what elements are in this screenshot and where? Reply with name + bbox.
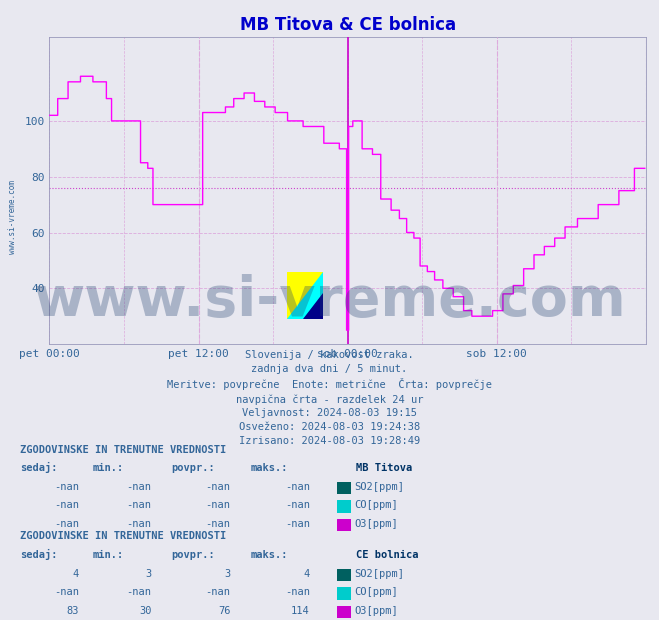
- Text: -nan: -nan: [285, 500, 310, 510]
- Text: -nan: -nan: [206, 482, 231, 492]
- Text: ZGODOVINSKE IN TRENUTNE VREDNOSTI: ZGODOVINSKE IN TRENUTNE VREDNOSTI: [20, 445, 226, 454]
- Text: 3: 3: [146, 569, 152, 578]
- Text: -nan: -nan: [54, 500, 79, 510]
- Text: 3: 3: [225, 569, 231, 578]
- Text: 4: 4: [73, 569, 79, 578]
- Text: sedaj:: sedaj:: [20, 462, 57, 473]
- Text: -nan: -nan: [127, 500, 152, 510]
- Text: SO2[ppm]: SO2[ppm]: [355, 482, 405, 492]
- Text: maks.:: maks.:: [250, 463, 288, 473]
- Text: 83: 83: [67, 606, 79, 616]
- Text: -nan: -nan: [206, 519, 231, 529]
- Polygon shape: [287, 272, 323, 319]
- Text: SO2[ppm]: SO2[ppm]: [355, 569, 405, 578]
- Text: ZGODOVINSKE IN TRENUTNE VREDNOSTI: ZGODOVINSKE IN TRENUTNE VREDNOSTI: [20, 531, 226, 541]
- Title: MB Titova & CE bolnica: MB Titova & CE bolnica: [240, 16, 455, 34]
- Text: -nan: -nan: [127, 587, 152, 597]
- Text: povpr.:: povpr.:: [171, 463, 215, 473]
- Text: povpr.:: povpr.:: [171, 550, 215, 560]
- Text: min.:: min.:: [92, 463, 123, 473]
- Text: O3[ppm]: O3[ppm]: [355, 606, 398, 616]
- Text: 76: 76: [218, 606, 231, 616]
- Text: Slovenija / kakovost zraka.
zadnja dva dni / 5 minut.
Meritve: povprečne  Enote:: Slovenija / kakovost zraka. zadnja dva d…: [167, 350, 492, 446]
- Text: CE bolnica: CE bolnica: [356, 550, 418, 560]
- Text: -nan: -nan: [206, 587, 231, 597]
- Polygon shape: [303, 293, 323, 319]
- Text: CO[ppm]: CO[ppm]: [355, 500, 398, 510]
- Text: www.si-vreme.com: www.si-vreme.com: [33, 273, 626, 328]
- Text: O3[ppm]: O3[ppm]: [355, 519, 398, 529]
- Text: CO[ppm]: CO[ppm]: [355, 587, 398, 597]
- Text: MB Titova: MB Titova: [356, 463, 412, 473]
- Text: -nan: -nan: [54, 519, 79, 529]
- Polygon shape: [287, 272, 323, 319]
- Text: -nan: -nan: [54, 482, 79, 492]
- Text: -nan: -nan: [206, 500, 231, 510]
- Text: -nan: -nan: [285, 587, 310, 597]
- Text: 30: 30: [139, 606, 152, 616]
- Text: maks.:: maks.:: [250, 550, 288, 560]
- Text: min.:: min.:: [92, 550, 123, 560]
- Text: 4: 4: [304, 569, 310, 578]
- Text: -nan: -nan: [285, 482, 310, 492]
- Text: -nan: -nan: [127, 482, 152, 492]
- Text: www.si-vreme.com: www.si-vreme.com: [8, 180, 17, 254]
- Text: -nan: -nan: [127, 519, 152, 529]
- Text: 114: 114: [291, 606, 310, 616]
- Text: sedaj:: sedaj:: [20, 549, 57, 560]
- Text: -nan: -nan: [285, 519, 310, 529]
- Text: -nan: -nan: [54, 587, 79, 597]
